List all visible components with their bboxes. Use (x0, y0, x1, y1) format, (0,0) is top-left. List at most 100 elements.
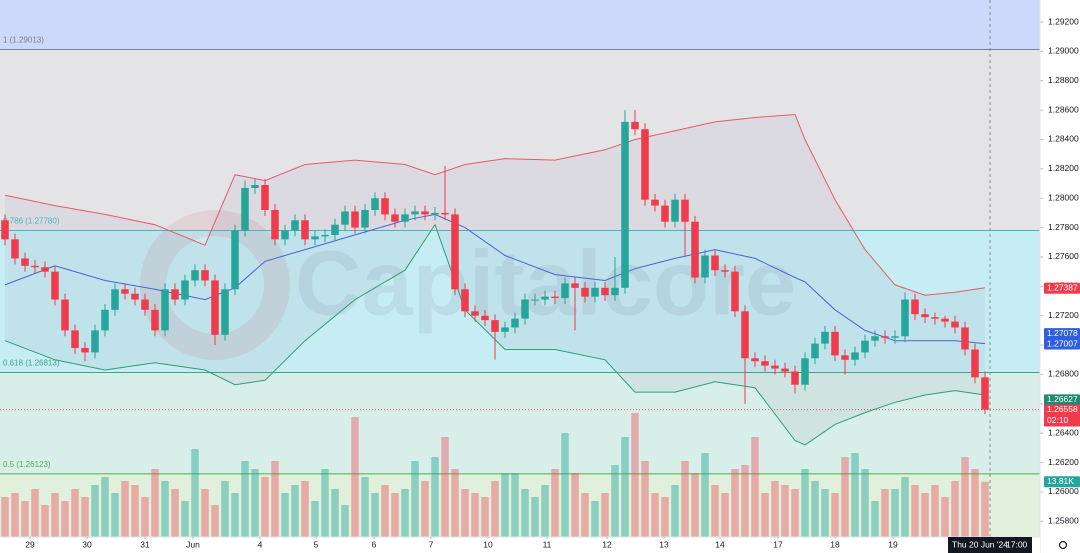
candle-body (471, 311, 479, 316)
volume-bar (111, 493, 119, 537)
price-label-box (1044, 282, 1080, 294)
candle-body (651, 199, 659, 206)
crosshair-date: Thu 20 Jun '24 (952, 539, 1008, 549)
x-axis-bg (0, 537, 1040, 553)
volume-bar (321, 469, 329, 537)
volume-bar (721, 493, 729, 537)
volume-bar (201, 489, 209, 537)
x-tick-label: 6 (372, 539, 377, 549)
volume-bar (981, 481, 989, 537)
volume-bar (181, 501, 189, 537)
candle-body (41, 267, 49, 272)
volume-bar (61, 501, 69, 537)
volume-bar (401, 489, 409, 537)
candle-body (721, 270, 729, 272)
volume-bar (491, 481, 499, 537)
candle-body (761, 361, 769, 366)
candle-body (81, 348, 89, 353)
candle-body (241, 187, 249, 231)
volume-bar (651, 493, 659, 537)
volume-bar (611, 465, 619, 537)
volume-bar (511, 473, 519, 537)
x-tick-label: 31 (140, 539, 150, 549)
candle-body (581, 287, 589, 297)
volume-bar (301, 481, 309, 537)
volume-bar (461, 489, 469, 537)
candle-body (421, 211, 429, 215)
volume-bar (421, 481, 429, 537)
crosshair-time: 17:00 (1006, 539, 1028, 549)
watermark: Capitalcore (295, 232, 796, 334)
y-tick-label: 1.25800 (1048, 516, 1079, 526)
candle-body (21, 258, 29, 266)
candle-body (211, 280, 219, 335)
y-tick-label: 1.27600 (1048, 251, 1079, 261)
candle-body (961, 327, 969, 350)
candle-body (361, 209, 369, 228)
volume-bar (81, 497, 89, 537)
volume-bar (571, 473, 579, 537)
candle-body (441, 212, 449, 215)
price-label-box (1044, 404, 1080, 427)
volume-bar (441, 437, 449, 537)
volume-bar (41, 505, 49, 537)
volume-bar (691, 473, 699, 537)
candle-body (291, 220, 299, 231)
settings-icon (1058, 540, 1068, 550)
volume-bar (271, 461, 279, 537)
x-tick-label: 5 (314, 539, 319, 549)
candle-body (631, 121, 639, 130)
volume-bar (171, 489, 179, 537)
volume-bar (761, 493, 769, 537)
volume-bar (221, 481, 229, 537)
fib-zone (0, 473, 1040, 537)
candle-body (831, 331, 839, 356)
candle-body (981, 377, 989, 410)
volume-bar (811, 481, 819, 537)
volume-bar (701, 453, 709, 537)
volume-bar (11, 493, 19, 537)
volume-bar (501, 473, 509, 537)
volume-bar (281, 493, 289, 537)
volume-bar (941, 497, 949, 537)
candle-body (851, 352, 859, 360)
volume-bar (101, 477, 109, 537)
candle-body (501, 327, 509, 332)
volume-bar (481, 497, 489, 537)
candle-body (381, 198, 389, 215)
candle-body (681, 199, 689, 222)
fib-label: 0.786 (1.27780) (3, 217, 60, 226)
candle-body (461, 289, 469, 312)
x-tick-label: 19 (888, 539, 898, 549)
volume-bar (361, 477, 369, 537)
volume-bar (351, 417, 359, 537)
candle-body (531, 299, 539, 301)
candle-body (951, 321, 959, 328)
y-axis-bg (1040, 0, 1080, 553)
price-countdown: 02:10 (1047, 415, 1069, 425)
volume-bar (861, 469, 869, 537)
candle-body (61, 299, 69, 331)
volume-bar (131, 485, 139, 537)
candle-body (771, 365, 779, 369)
candle-body (11, 239, 19, 259)
volume-bar (821, 489, 829, 537)
candle-body (971, 349, 979, 378)
candle-body (811, 343, 819, 359)
volume-bar (781, 485, 789, 537)
candle-body (151, 309, 159, 331)
candle-body (341, 211, 349, 225)
candle-body (481, 315, 489, 321)
y-tick-label: 1.28800 (1048, 75, 1079, 85)
volume-bar (91, 485, 99, 537)
x-tick-label: 12 (602, 539, 612, 549)
candle-body (601, 287, 609, 296)
watermark-logo (140, 210, 290, 360)
candle-body (871, 336, 879, 341)
y-tick-label: 1.27800 (1048, 222, 1079, 232)
candle-body (701, 255, 709, 278)
candle-body (711, 255, 719, 271)
volume-bar (791, 489, 799, 537)
x-tick-label: 4 (258, 539, 263, 549)
price-label: 1.27007 (1047, 338, 1078, 348)
